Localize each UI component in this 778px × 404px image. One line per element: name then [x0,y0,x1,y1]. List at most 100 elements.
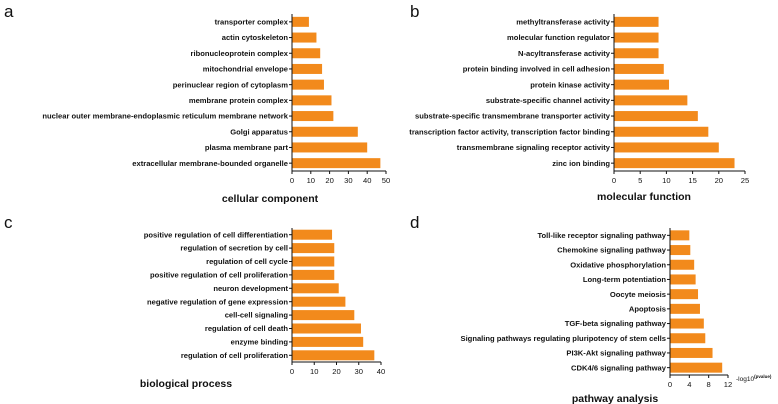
category-label-c-8: enzyme binding [231,338,289,347]
bar-b-4 [614,79,670,90]
bar-b-6 [614,111,698,122]
x-tick-label-b-3: 15 [688,176,696,185]
x-tick-label-c-4: 40 [377,367,385,376]
bar-c-4 [292,283,339,294]
panel-b: b methyltransferase activity molecular fu… [409,2,749,203]
x-tick-label-a-0: 0 [290,176,294,185]
panel-letter-b: b [410,2,419,21]
bar-d-4 [670,289,699,300]
panel-letter-c: c [4,213,13,232]
bar-a-8 [292,142,368,153]
category-label-c-0: positive regulation of cell differentiat… [144,230,289,239]
category-label-d-1: Chemokine signaling pathway [557,246,667,255]
bars-d [670,230,723,373]
bar-a-2 [292,48,321,59]
bar-d-6 [670,318,704,329]
panel-d: d Toll-like receptor signaling pathway Ch… [410,213,772,404]
x-tick-label-b-5: 25 [741,176,749,185]
category-label-b-0: methyltransferase activity [516,17,610,26]
category-labels-a: transporter complex actin cytoskeleton rib… [42,17,288,167]
category-label-d-4: Oocyte meiosis [610,290,666,299]
x-tick-label-b-2: 10 [662,176,670,185]
bar-b-7 [614,126,709,137]
bar-a-7 [292,126,358,137]
category-label-a-4: perinuclear region of cytoplasm [173,80,288,89]
category-label-d-7: Signaling pathways regulating pluripoten… [461,334,667,343]
bars-c [292,229,375,361]
category-label-d-2: Oxidative phosphorylation [570,260,666,269]
bar-b-8 [614,142,719,153]
x-tick-label-d-3: 12 [724,380,732,389]
bar-a-5 [292,95,332,106]
bar-c-6 [292,310,355,321]
x-tick-label-c-3: 30 [355,367,363,376]
category-label-c-1: regulation of secretion by cell [180,244,288,253]
bar-d-2 [670,259,695,270]
category-label-b-7: transcription factor activity, transcrip… [409,127,610,136]
x-tick-label-c-0: 0 [290,367,294,376]
category-label-d-8: PI3K-Akt signaling pathway [566,349,666,358]
category-labels-b: methyltransferase activity molecular func… [409,17,610,167]
x-axis-label-a: cellular component [222,193,319,205]
category-label-a-6: nuclear outer membrane-endoplasmic retic… [42,112,288,121]
bar-c-0 [292,229,333,240]
unit-label-d: -log10(pvalue) [736,374,772,383]
x-tick-label-c-2: 20 [332,367,340,376]
unit-base: -log10 [736,376,754,383]
bars-a [292,16,381,169]
bar-c-9 [292,350,375,361]
bars-b [614,16,735,169]
bar-c-8 [292,336,364,347]
category-label-b-3: protein binding involved in cell adhesio… [463,65,611,74]
bar-d-0 [670,230,690,241]
x-tick-label-b-0: 0 [612,176,616,185]
category-label-b-2: N-acyltransferase activity [518,49,611,58]
bar-c-5 [292,296,346,307]
category-label-a-3: mitochondrial envelope [203,65,288,74]
category-label-a-5: membrane protein complex [189,96,289,105]
bar-d-5 [670,303,700,314]
category-label-b-8: transmembrane signaling receptor activit… [457,143,611,152]
bar-c-2 [292,256,335,267]
x-tick-label-d-1: 4 [687,380,691,389]
bar-b-3 [614,63,664,74]
category-label-b-1: molecular function regulator [507,33,610,42]
bar-b-1 [614,32,659,43]
x-tick-label-a-4: 40 [363,176,371,185]
bar-d-8 [670,347,713,358]
x-axis-label-c: biological process [140,378,232,390]
category-labels-c: positive regulation of cell differentiat… [144,230,289,360]
bar-a-4 [292,79,324,90]
category-label-b-6: substrate-specific transmembrane transpo… [415,112,611,121]
category-label-b-9: zinc ion binding [552,159,610,168]
category-label-a-9: extracellular membrane-bounded organelle [132,159,288,168]
x-tick-label-d-0: 0 [668,380,672,389]
bar-b-5 [614,95,688,106]
category-labels-d: Toll-like receptor signaling pathway Chem… [461,231,667,372]
bar-a-1 [292,32,317,43]
category-label-a-8: plasma membrane part [205,143,289,152]
x-tick-label-b-1: 5 [638,176,642,185]
x-ticks-a: 0 10 20 30 40 50 [289,21,390,185]
bar-a-3 [292,63,323,74]
panel-c: c positive regulation of cell differenti… [4,213,385,390]
bar-d-3 [670,274,696,285]
bar-a-0 [292,16,309,27]
category-label-c-4: neuron development [213,284,288,293]
bar-b-2 [614,48,659,59]
x-tick-label-a-2: 20 [325,176,333,185]
bar-c-7 [292,323,361,334]
category-label-c-6: cell-cell signaling [225,311,289,320]
category-label-d-6: TGF-beta signaling pathway [565,319,667,328]
bar-c-1 [292,243,335,254]
x-axis-label-d: pathway analysis [572,393,659,404]
bar-a-9 [292,158,381,169]
category-label-d-9: CDK4/6 signaling pathway [571,363,667,372]
category-label-d-0: Toll-like receptor signaling pathway [537,231,666,240]
bar-a-6 [292,111,334,122]
unit-superscript: (pvalue) [754,374,772,379]
category-label-d-5: Apoptosis [629,304,666,313]
category-label-c-2: regulation of cell cycle [206,257,288,266]
bar-b-0 [614,16,659,27]
category-label-b-4: protein kinase activity [530,80,611,89]
